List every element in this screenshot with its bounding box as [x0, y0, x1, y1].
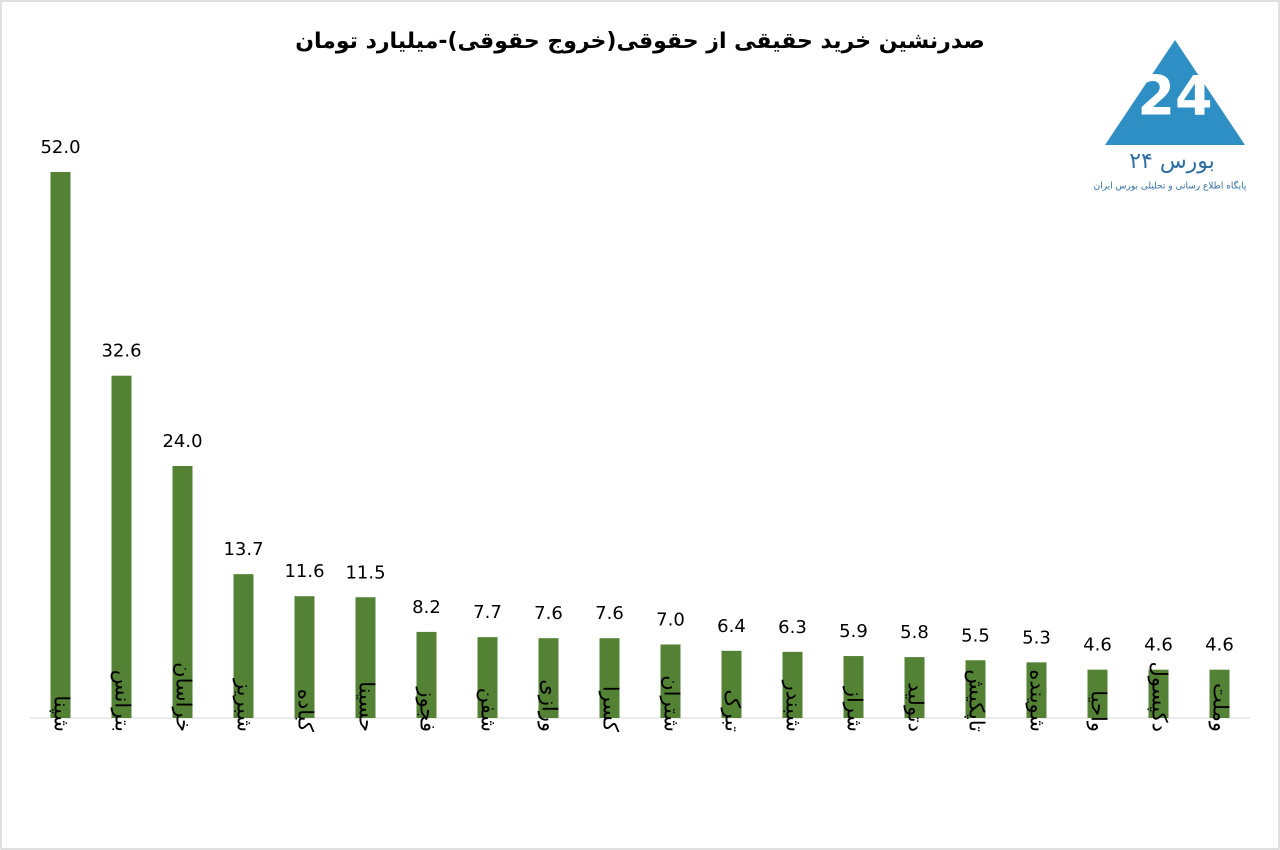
data-label: 11.6 — [284, 561, 324, 582]
data-label: 4.6 — [1144, 635, 1173, 656]
logo-triangle — [1105, 40, 1245, 145]
x-tick-label: شوینده — [1026, 669, 1050, 732]
x-tick-label: دکپسول — [1148, 661, 1172, 732]
bar — [843, 656, 864, 718]
data-label: 4.6 — [1205, 635, 1234, 656]
data-label: 7.6 — [534, 603, 563, 624]
logo-mark: 24 — [1137, 65, 1212, 128]
data-label: 5.5 — [961, 625, 990, 646]
data-label: 7.0 — [656, 610, 685, 631]
bar — [233, 574, 254, 718]
bar — [416, 631, 437, 718]
bar — [111, 375, 132, 718]
data-label: 4.6 — [1083, 635, 1112, 656]
bar — [660, 644, 681, 718]
data-label: 7.6 — [595, 603, 624, 624]
bar — [782, 651, 803, 718]
bar — [1087, 669, 1108, 718]
bar — [1026, 662, 1047, 718]
x-tick-label: کسرا — [599, 686, 623, 732]
bar — [355, 597, 376, 718]
logo-tagline: پایگاه اطلاع رسانی و تحلیلی بورس ایران — [1094, 180, 1247, 192]
bar — [1148, 669, 1169, 718]
bar — [904, 657, 925, 718]
chart-title: صدرنشین خرید حقیقی از حقوقی(خروج حقوقی)-… — [295, 29, 985, 54]
data-label: 5.8 — [900, 622, 929, 643]
x-tick-label: کباده — [294, 689, 318, 732]
x-tick-label: دتولید — [904, 682, 928, 732]
x-tick-label: وملت — [1209, 683, 1233, 732]
x-tick-label: واحیا — [1087, 690, 1111, 732]
x-tick-label: خراسان — [172, 662, 196, 732]
x-tick-label: شراز — [843, 686, 867, 732]
bar — [294, 596, 315, 718]
data-label: 11.5 — [345, 562, 385, 583]
data-label: 52.0 — [40, 137, 80, 158]
x-tick-label: شپنا — [50, 695, 74, 732]
data-label: 7.7 — [473, 602, 502, 623]
bar — [477, 637, 498, 718]
bar — [50, 172, 71, 718]
x-tick-label: شبندر — [782, 680, 806, 732]
bar — [172, 466, 193, 718]
bar — [721, 650, 742, 718]
data-label: 8.2 — [412, 597, 441, 618]
x-tick-label: شفن — [477, 688, 501, 732]
data-label: 24.0 — [162, 431, 202, 452]
data-label: 32.6 — [101, 341, 141, 362]
x-tick-label: شتران — [660, 675, 684, 732]
x-tick-label: تاپکیش — [965, 669, 989, 732]
data-label: 6.4 — [717, 616, 746, 637]
logo-name: بورس ۲۴ — [1129, 149, 1215, 174]
x-tick-label: حسینا — [355, 681, 379, 732]
bar — [1209, 669, 1230, 718]
data-label: 6.3 — [778, 617, 807, 638]
data-label: 5.3 — [1022, 627, 1051, 648]
x-tick-label: ورازی — [538, 679, 562, 732]
bar — [965, 660, 986, 718]
bar — [538, 638, 559, 718]
x-tick-label: بترانس — [111, 670, 135, 732]
x-tick-label: تبرک — [721, 689, 745, 732]
data-label: 13.7 — [223, 539, 263, 560]
x-tick-label: شبریز — [233, 678, 257, 732]
bar — [599, 638, 620, 718]
x-tick-label: فجوز — [416, 686, 440, 732]
logo: 24 بورس ۲۴ پایگاه اطلاع رسانی و تحلیلی ب… — [1094, 40, 1247, 192]
data-label: 5.9 — [839, 621, 868, 642]
